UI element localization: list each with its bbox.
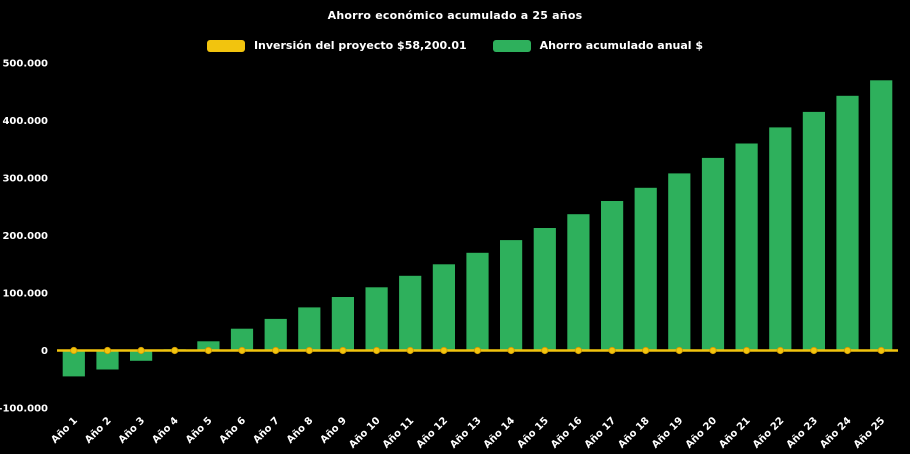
investment-marker (372, 346, 381, 355)
bar-año-25 (870, 80, 893, 351)
y-axis-tick-label: 200.000 (2, 231, 48, 242)
legend: Inversión del proyecto $58,200.01 Ahorro… (0, 39, 910, 52)
investment-marker (137, 346, 145, 355)
investment-marker (709, 346, 717, 355)
investment-marker (776, 346, 784, 355)
bar-año-15 (533, 228, 556, 351)
legend-item-savings[interactable]: Ahorro acumulado anual $ (492, 39, 704, 52)
investment-marker (810, 346, 818, 355)
investment-marker (843, 346, 852, 355)
bar-año-10 (365, 287, 388, 351)
legend-swatch-savings (492, 39, 531, 52)
x-axis-label: Año 22 (751, 415, 786, 450)
bar-año-16 (567, 214, 590, 351)
investment-marker (541, 346, 549, 355)
investment-marker (473, 346, 482, 355)
x-axis-label: Año 10 (347, 415, 382, 450)
x-axis-label: Año 23 (785, 415, 820, 450)
bar-año-12 (432, 264, 455, 351)
investment-marker (507, 346, 515, 355)
y-axis-tick-label: 300.000 (2, 174, 48, 185)
x-axis-label: Año 7 (251, 415, 282, 446)
bar-año-3 (130, 350, 153, 361)
x-axis-label: Año 9 (318, 415, 349, 446)
investment-marker (574, 346, 583, 355)
bar-año-23 (802, 111, 825, 351)
legend-swatch-investment (206, 39, 245, 52)
investment-marker (171, 346, 179, 355)
bar-año-5 (197, 341, 220, 351)
x-axis-label: Año 18 (616, 415, 651, 450)
x-axis-label: Año 19 (650, 415, 685, 450)
y-axis-tick-label: 0 (41, 346, 48, 357)
x-axis-label: Año 13 (448, 415, 483, 450)
chart-title: Ahorro económico acumulado a 25 años (327, 9, 583, 22)
bar-año-19 (668, 173, 691, 351)
investment-marker (608, 346, 616, 355)
investment-marker (272, 346, 280, 355)
x-axis-label: Año 4 (150, 415, 181, 446)
investment-marker (305, 346, 313, 355)
bar-año-8 (298, 307, 321, 351)
x-axis-label: Año 11 (381, 415, 416, 450)
y-axis-tick-label: 400.000 (2, 116, 48, 127)
bar-año-17 (601, 201, 624, 351)
investment-marker (406, 346, 414, 355)
legend-label-investment: Inversión del proyecto $58,200.01 (253, 39, 467, 52)
bar-año-22 (769, 127, 792, 351)
y-axis-tick-label: -100.000 (0, 404, 48, 415)
x-axis-label: Año 1 (49, 415, 80, 446)
x-axis-label: Año 17 (583, 415, 618, 450)
y-axis-tick-label: 100.000 (2, 289, 48, 300)
x-axis-label: Año 21 (717, 415, 752, 450)
investment-marker (339, 346, 347, 355)
x-axis-label: Año 14 (482, 415, 517, 450)
investment-marker (103, 346, 112, 355)
investment-marker (70, 346, 78, 355)
bar-año-9 (331, 297, 354, 351)
investment-marker (642, 346, 650, 355)
x-axis-label: Año 5 (184, 415, 215, 446)
bar-año-14 (500, 240, 523, 351)
legend-label-savings: Ahorro acumulado anual $ (539, 39, 704, 52)
investment-marker (877, 346, 885, 355)
x-axis-label: Año 12 (415, 415, 450, 450)
bar-año-7 (264, 318, 287, 351)
investment-marker (440, 346, 448, 355)
investment-marker (238, 346, 246, 355)
x-axis-label: Año 15 (515, 415, 550, 450)
bar-año-21 (735, 143, 758, 351)
x-axis-label: Año 24 (818, 415, 853, 450)
bar-año-13 (466, 252, 489, 351)
bar-año-24 (836, 95, 859, 351)
x-axis-label: Año 16 (549, 415, 584, 450)
investment-marker (204, 346, 212, 355)
x-axis-label: Año 8 (285, 415, 316, 446)
bar-año-2 (96, 350, 119, 370)
bar-año-18 (634, 187, 657, 351)
x-axis-label: Año 6 (218, 415, 249, 446)
bar-año-11 (399, 275, 422, 351)
legend-item-investment[interactable]: Inversión del proyecto $58,200.01 (206, 39, 467, 52)
x-axis-label: Año 20 (684, 415, 719, 450)
x-axis-label: Año 3 (117, 415, 148, 446)
y-axis-tick-label: 500.000 (2, 59, 48, 70)
bar-año-1 (62, 350, 85, 377)
bar-año-6 (230, 328, 254, 351)
x-axis-label: Año 2 (83, 415, 114, 446)
investment-marker (675, 346, 683, 355)
bar-año-20 (701, 157, 725, 351)
x-axis-label: Año 25 (852, 415, 887, 450)
investment-marker (742, 346, 751, 355)
